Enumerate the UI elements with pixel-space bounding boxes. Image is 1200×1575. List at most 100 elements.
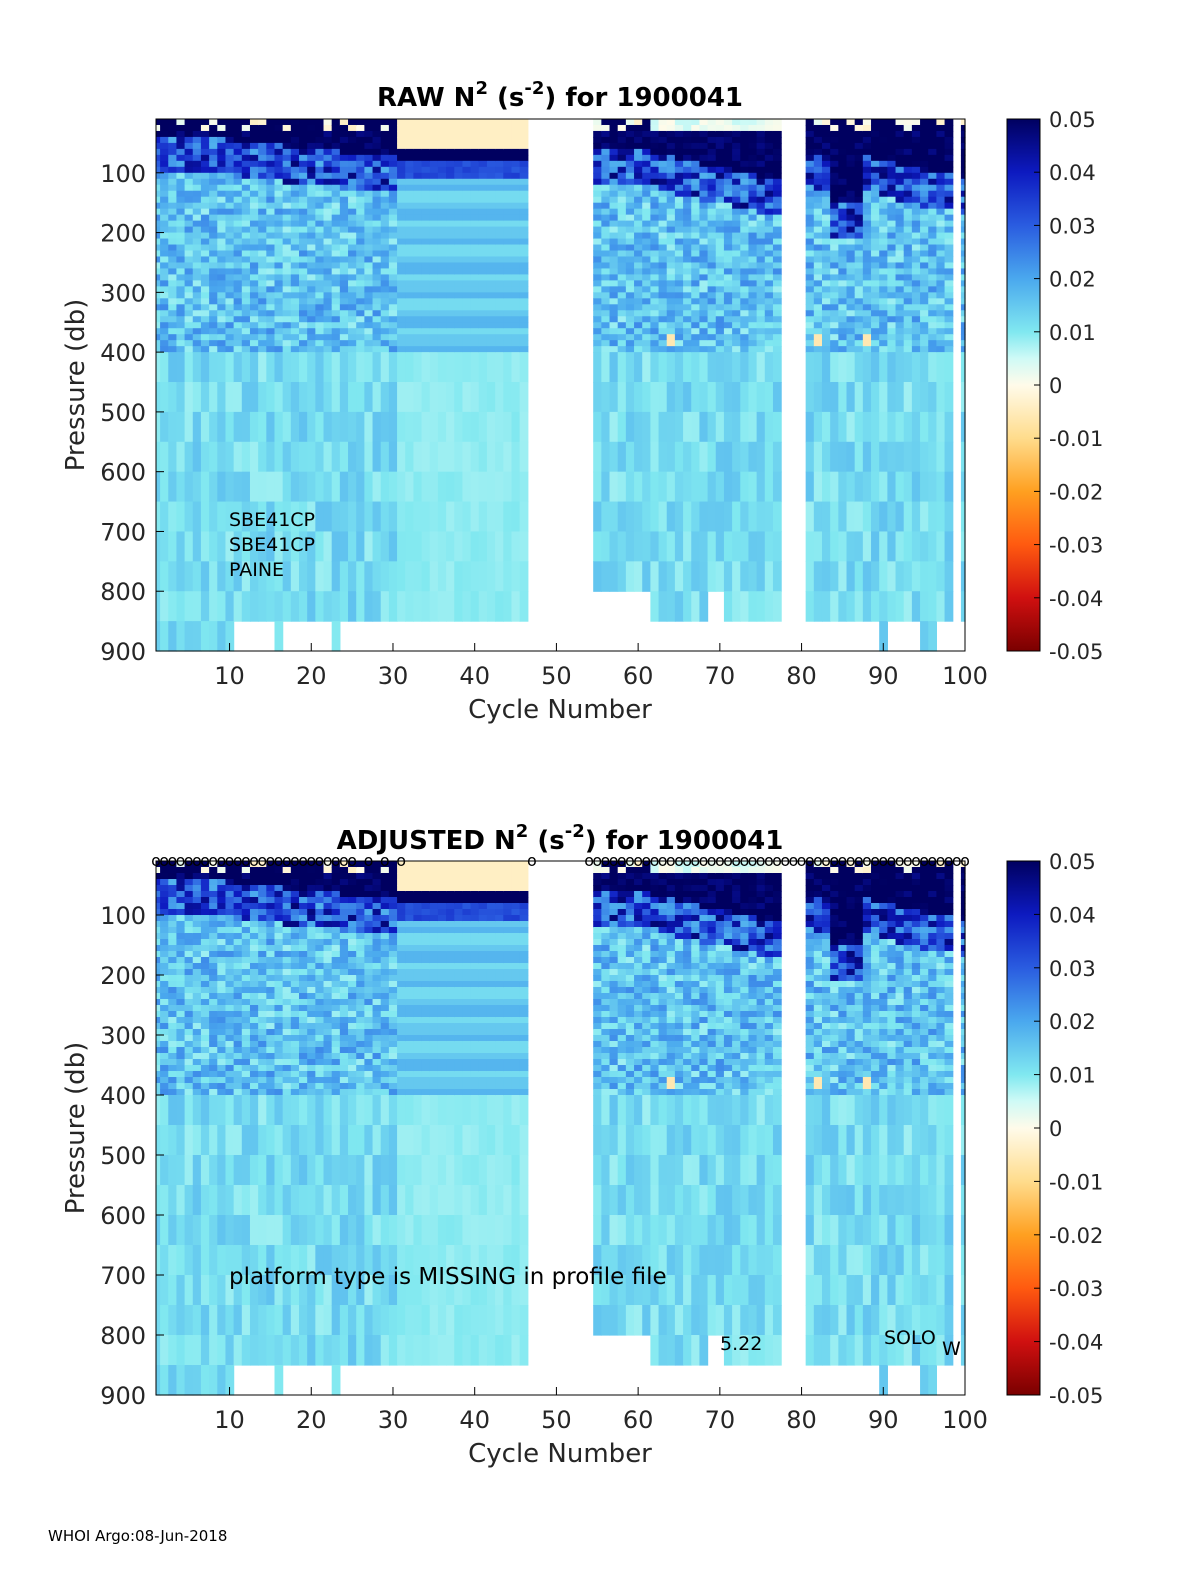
heatmap-cell: [200, 963, 210, 970]
heatmap-cell: [388, 262, 398, 270]
heatmap-cell: [176, 298, 186, 305]
heatmap-cell: [846, 119, 856, 126]
heatmap-cell: [388, 226, 398, 234]
heatmap-cell: [413, 190, 423, 198]
heatmap-cell: [666, 119, 676, 126]
heatmap-cell: [397, 190, 406, 198]
heatmap-cell: [642, 124, 651, 132]
heatmap-cell: [699, 202, 709, 210]
heatmap-cell: [225, 1011, 235, 1018]
heatmap-cell: [282, 471, 292, 503]
heatmap-cell: [691, 346, 701, 353]
heatmap-cell: [960, 202, 966, 210]
heatmap-cell: [928, 298, 937, 305]
heatmap-cell: [748, 220, 758, 228]
heatmap-cell: [756, 184, 766, 192]
heatmap-cell: [290, 142, 300, 150]
heatmap-cell: [699, 208, 709, 216]
heatmap-cell: [691, 190, 701, 198]
x-tick-label: 90: [868, 662, 899, 690]
heatmap-cell: [299, 148, 308, 156]
heatmap-cell: [184, 873, 194, 880]
heatmap-cell: [184, 148, 194, 156]
heatmap-cell: [274, 340, 284, 347]
heatmap-cell: [413, 148, 423, 156]
heatmap-cell: [168, 1125, 178, 1156]
heatmap-cell: [241, 1053, 251, 1060]
heatmap-cell: [372, 328, 382, 335]
heatmap-cell: [315, 316, 325, 323]
heatmap-cell: [192, 1095, 202, 1126]
heatmap-cell: [691, 232, 701, 240]
heatmap-cell: [772, 531, 782, 562]
heatmap-cell: [331, 196, 341, 204]
heatmap-cell: [274, 352, 284, 383]
heatmap-cell: [495, 238, 504, 246]
heatmap-cell: [397, 591, 406, 622]
raw-heatmap: [156, 119, 966, 652]
heatmap-cell: [486, 256, 496, 264]
heatmap-cell: [339, 268, 349, 276]
heatmap-cell: [200, 957, 210, 964]
heatmap-cell: [650, 292, 660, 299]
heatmap-cell: [429, 208, 439, 216]
heatmap-cell: [380, 411, 390, 443]
heatmap-cell: [209, 957, 218, 964]
heatmap-cell: [732, 382, 741, 413]
heatmap-cell: [331, 136, 341, 144]
heatmap-cell: [625, 292, 635, 299]
heatmap-cell: [642, 262, 651, 270]
heatmap-cell: [241, 441, 251, 473]
heatmap-cell: [307, 280, 316, 287]
heatmap-cell: [217, 879, 227, 886]
heatmap-cell: [258, 286, 267, 293]
heatmap-cell: [209, 226, 218, 234]
heatmap-cell: [911, 256, 921, 264]
heatmap-cell: [642, 280, 651, 287]
heatmap-cell: [388, 382, 398, 413]
heatmap-cell: [503, 190, 513, 198]
heatmap-cell: [772, 184, 782, 192]
heatmap-cell: [323, 334, 333, 341]
heatmap-cell: [756, 196, 766, 204]
heatmap-cell: [895, 119, 905, 126]
heatmap-cell: [854, 328, 864, 335]
heatmap-cell: [282, 226, 292, 234]
heatmap-cell: [454, 346, 464, 353]
heatmap-cell: [495, 531, 504, 562]
heatmap-cell: [184, 1305, 194, 1336]
heatmap-cell: [290, 119, 300, 126]
heatmap-cell: [707, 130, 717, 138]
heatmap-cell: [160, 891, 169, 898]
heatmap-cell: [225, 244, 235, 252]
heatmap-cell: [862, 148, 872, 156]
heatmap-cell: [348, 256, 357, 264]
heatmap-cell: [748, 411, 758, 443]
heatmap-cell: [470, 166, 480, 174]
heatmap-cell: [756, 280, 766, 287]
heatmap-cell: [650, 130, 660, 138]
heatmap-cell: [258, 903, 267, 910]
heatmap-cell: [503, 382, 513, 413]
heatmap-cell: [258, 190, 267, 198]
heatmap-cell: [192, 471, 202, 503]
heatmap-cell: [903, 298, 913, 305]
heatmap-cell: [405, 471, 415, 503]
heatmap-cell: [699, 531, 709, 562]
heatmap-cell: [707, 561, 717, 592]
heatmap-cell: [258, 208, 267, 216]
heatmap-cell: [593, 352, 602, 383]
heatmap-cell: [772, 196, 782, 204]
heatmap-cell: [642, 172, 651, 180]
heatmap-cell: [380, 202, 390, 210]
heatmap-cell: [209, 879, 218, 886]
heatmap-cell: [200, 897, 210, 904]
heatmap-cell: [805, 124, 815, 132]
heatmap-cell: [674, 316, 684, 323]
heatmap-cell: [756, 352, 766, 383]
heatmap-cell: [156, 304, 161, 311]
heatmap-cell: [871, 286, 880, 293]
heatmap-cell: [707, 232, 717, 240]
heatmap-cell: [168, 142, 178, 150]
heatmap-cell: [674, 310, 684, 317]
